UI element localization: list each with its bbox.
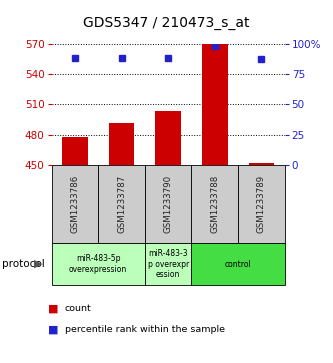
Text: miR-483-5p
overexpression: miR-483-5p overexpression xyxy=(69,254,127,274)
Bar xyxy=(109,123,134,165)
Text: count: count xyxy=(65,304,92,313)
Text: GSM1233788: GSM1233788 xyxy=(210,175,219,233)
Text: GSM1233790: GSM1233790 xyxy=(164,175,173,233)
Text: GSM1233789: GSM1233789 xyxy=(257,175,266,233)
Bar xyxy=(248,163,274,165)
Bar xyxy=(155,111,181,165)
Bar xyxy=(62,137,88,165)
Text: control: control xyxy=(225,260,251,269)
Text: ■: ■ xyxy=(48,325,59,335)
Text: protocol: protocol xyxy=(2,259,44,269)
Text: GDS5347 / 210473_s_at: GDS5347 / 210473_s_at xyxy=(83,16,250,30)
Text: percentile rank within the sample: percentile rank within the sample xyxy=(65,325,225,334)
Text: ▶: ▶ xyxy=(34,259,43,269)
Text: GSM1233787: GSM1233787 xyxy=(117,175,126,233)
Bar xyxy=(202,44,228,165)
Text: miR-483-3
p overexpr
ession: miR-483-3 p overexpr ession xyxy=(148,249,189,279)
Text: ■: ■ xyxy=(48,303,59,314)
Text: GSM1233786: GSM1233786 xyxy=(70,175,80,233)
